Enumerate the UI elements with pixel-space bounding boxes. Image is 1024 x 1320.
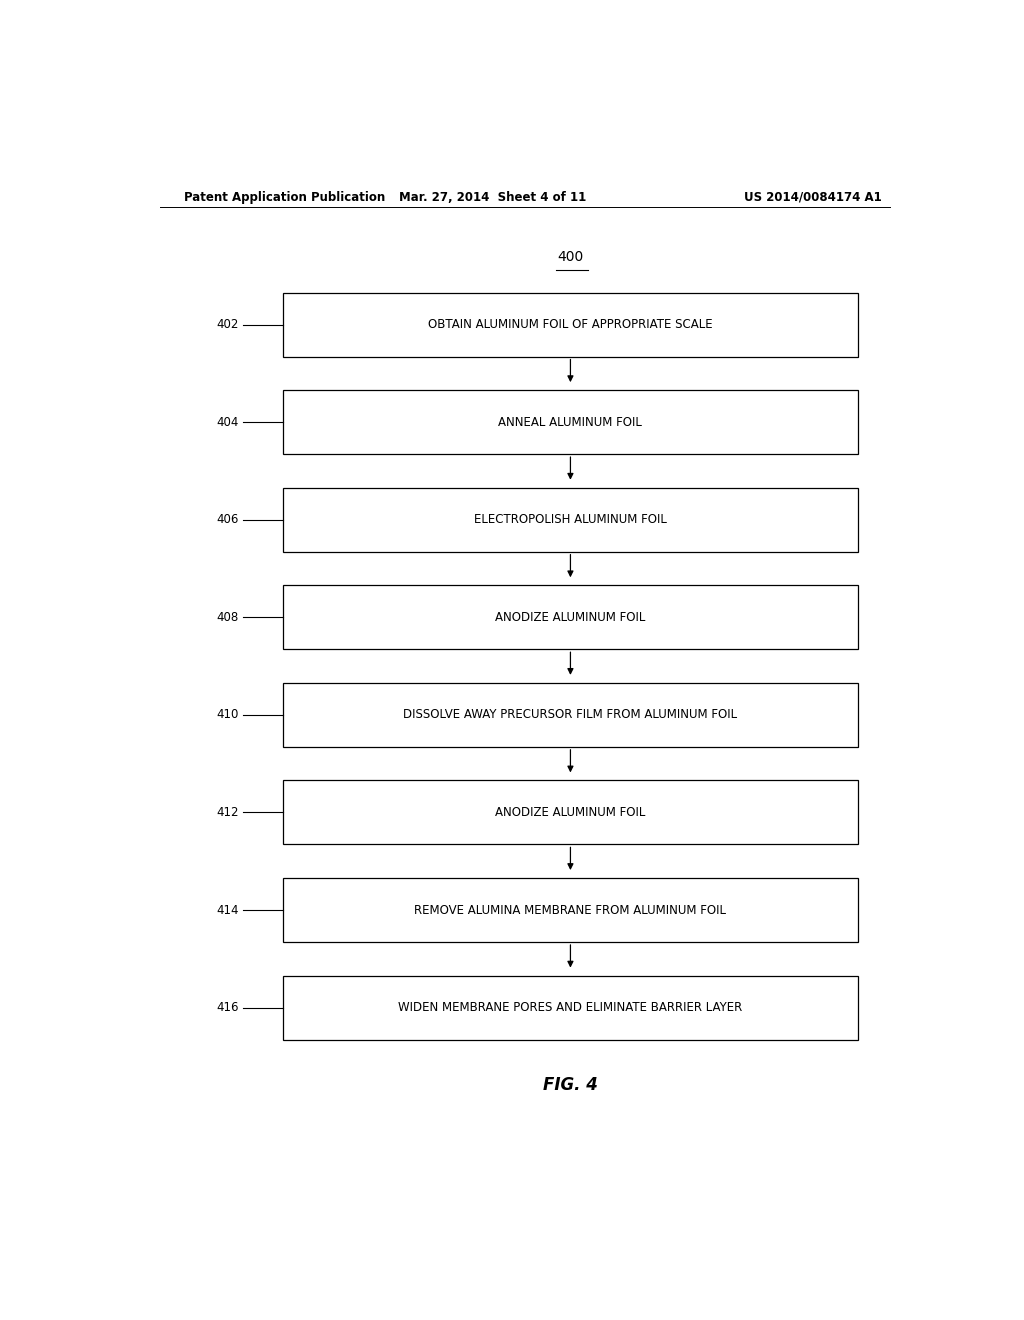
Text: 400: 400 xyxy=(557,249,584,264)
Text: 402: 402 xyxy=(217,318,240,331)
Bar xyxy=(283,975,858,1040)
Bar xyxy=(283,878,858,942)
Text: US 2014/0084174 A1: US 2014/0084174 A1 xyxy=(744,190,882,203)
Bar xyxy=(283,585,858,649)
Bar xyxy=(283,487,858,552)
Text: WIDEN MEMBRANE PORES AND ELIMINATE BARRIER LAYER: WIDEN MEMBRANE PORES AND ELIMINATE BARRI… xyxy=(398,1001,742,1014)
Text: Patent Application Publication: Patent Application Publication xyxy=(183,190,385,203)
Text: 408: 408 xyxy=(217,611,240,624)
Text: 416: 416 xyxy=(217,1001,240,1014)
Text: FIG. 4: FIG. 4 xyxy=(543,1076,598,1094)
Text: DISSOLVE AWAY PRECURSOR FILM FROM ALUMINUM FOIL: DISSOLVE AWAY PRECURSOR FILM FROM ALUMIN… xyxy=(403,709,737,721)
Text: OBTAIN ALUMINUM FOIL OF APPROPRIATE SCALE: OBTAIN ALUMINUM FOIL OF APPROPRIATE SCAL… xyxy=(428,318,713,331)
Bar xyxy=(283,293,858,356)
Text: 404: 404 xyxy=(217,416,240,429)
Text: ANODIZE ALUMINUM FOIL: ANODIZE ALUMINUM FOIL xyxy=(496,611,645,624)
Bar xyxy=(283,391,858,454)
Text: 406: 406 xyxy=(217,513,240,527)
Text: REMOVE ALUMINA MEMBRANE FROM ALUMINUM FOIL: REMOVE ALUMINA MEMBRANE FROM ALUMINUM FO… xyxy=(415,903,726,916)
Text: Mar. 27, 2014  Sheet 4 of 11: Mar. 27, 2014 Sheet 4 of 11 xyxy=(399,190,587,203)
Text: 412: 412 xyxy=(217,807,240,818)
Bar xyxy=(283,780,858,845)
Text: 410: 410 xyxy=(217,709,240,721)
Text: 414: 414 xyxy=(217,903,240,916)
Text: ANNEAL ALUMINUM FOIL: ANNEAL ALUMINUM FOIL xyxy=(499,416,642,429)
Text: ELECTROPOLISH ALUMINUM FOIL: ELECTROPOLISH ALUMINUM FOIL xyxy=(474,513,667,527)
Text: ANODIZE ALUMINUM FOIL: ANODIZE ALUMINUM FOIL xyxy=(496,807,645,818)
Bar xyxy=(283,682,858,747)
